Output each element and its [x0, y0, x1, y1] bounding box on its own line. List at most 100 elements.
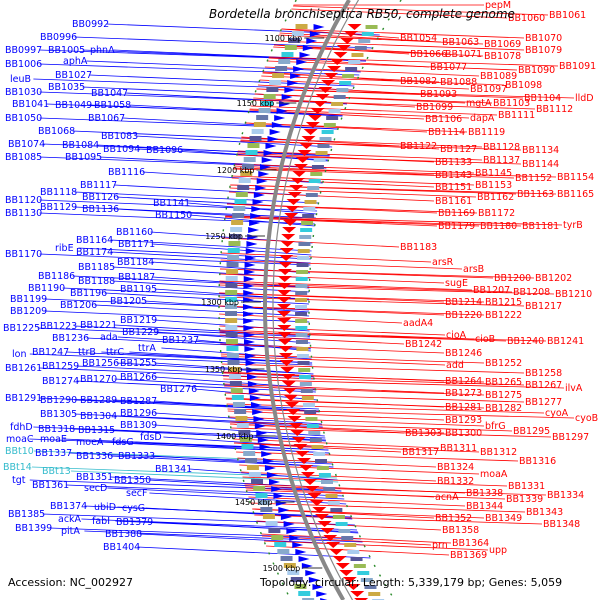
gene-label[interactable]: BB1334 [547, 490, 584, 501]
gene-label[interactable]: cysG [122, 503, 145, 514]
gene-label[interactable]: BB1082 [400, 76, 437, 87]
gene-label[interactable]: cioB [475, 334, 495, 345]
gene-label[interactable]: BB1169 [438, 208, 475, 219]
gene-label[interactable]: BB1311 [440, 443, 477, 454]
gene-label[interactable]: BB0992 [72, 19, 109, 30]
gene-label[interactable]: BB1246 [445, 348, 482, 359]
gene-label[interactable]: acnA [435, 492, 459, 503]
gene-label[interactable]: BB1093 [420, 89, 457, 100]
gene-label[interactable]: BB1095 [65, 152, 102, 163]
gene-label[interactable]: BB1112 [536, 104, 573, 115]
gene-label[interactable]: pepM [485, 0, 511, 11]
gene-label[interactable]: BB1206 [60, 300, 97, 311]
gene-label[interactable]: BB1332 [437, 476, 474, 487]
gene-label[interactable]: BB1186 [38, 271, 75, 282]
gene-label[interactable]: BB1199 [10, 294, 47, 305]
gene-label[interactable]: BB1162 [477, 192, 514, 203]
gene-label[interactable]: BB1050 [5, 113, 42, 124]
gene-label[interactable]: BB1312 [480, 447, 517, 458]
gene-label[interactable]: BB1291 [5, 393, 42, 404]
gene-label[interactable]: upp [489, 545, 507, 556]
gene-label[interactable]: BB1126 [82, 192, 119, 203]
gene-label[interactable]: BB1242 [405, 339, 442, 350]
gene-label[interactable]: BB1247 [32, 347, 69, 358]
gene-label[interactable]: fabI [92, 516, 110, 527]
gene-label[interactable]: BB1293 [445, 415, 482, 426]
gene-label[interactable]: BB1222 [485, 310, 522, 321]
gene-label[interactable]: BB1349 [485, 513, 522, 524]
gene-label[interactable]: BB1119 [468, 127, 505, 138]
gene-label[interactable]: mgtA [466, 98, 492, 109]
gene-label[interactable]: BB1047 [91, 88, 128, 99]
gene-label[interactable]: BB1259 [42, 361, 79, 372]
gene-label[interactable]: BB1281 [445, 402, 482, 413]
gene-label[interactable]: BB1255 [120, 358, 157, 369]
gene-label[interactable]: fdhD [10, 422, 33, 433]
gene-label[interactable]: bfrG [485, 421, 506, 432]
gene-label[interactable]: BB1190 [28, 283, 65, 294]
gene-label[interactable]: BB1171 [118, 239, 155, 250]
gene-label[interactable]: BB1070 [525, 33, 562, 44]
gene-label[interactable]: BB1351 [76, 472, 113, 483]
gene-label[interactable]: BB1127 [440, 144, 477, 155]
gene-label[interactable]: BBt13 [42, 466, 71, 477]
gene-label[interactable]: BB1097 [470, 84, 507, 95]
gene-label[interactable]: BB1185 [78, 262, 115, 273]
gene-label[interactable]: moaC [6, 434, 34, 445]
gene-label[interactable]: BB1350 [114, 475, 151, 486]
gene-label[interactable]: BB1170 [5, 249, 42, 260]
gene-label[interactable]: BB1179 [438, 221, 475, 232]
gene-label[interactable]: BB1068 [38, 126, 75, 137]
gene-label[interactable]: BB1276 [160, 384, 197, 395]
gene-label[interactable]: BB1058 [94, 100, 131, 111]
gene-label[interactable]: BB1337 [35, 448, 72, 459]
gene-label[interactable]: BB1399 [15, 523, 52, 534]
gene-label[interactable]: BB1196 [70, 288, 107, 299]
gene-label[interactable]: BB1141 [153, 198, 190, 209]
gene-label[interactable]: BB1404 [103, 542, 140, 553]
gene-label[interactable]: BB1267 [525, 380, 562, 391]
gene-label[interactable]: BB1258 [525, 368, 562, 379]
gene-label[interactable]: BB1290 [40, 395, 77, 406]
gene-label[interactable]: BB1084 [62, 140, 99, 151]
gene-label[interactable]: BB1134 [522, 145, 559, 156]
gene-label[interactable]: prn [432, 540, 448, 551]
gene-label[interactable]: BB1067 [88, 113, 125, 124]
gene-label[interactable]: BB1270 [80, 374, 117, 385]
gene-label[interactable]: BB1122 [400, 141, 437, 152]
gene-label[interactable]: BB1364 [452, 538, 489, 549]
gene-label[interactable]: BB1163 [517, 189, 554, 200]
gene-label[interactable]: BB1152 [515, 173, 552, 184]
gene-label[interactable]: BB1071 [445, 49, 482, 60]
gene-label[interactable]: BB1172 [478, 208, 515, 219]
gene-label[interactable]: BB1117 [80, 180, 117, 191]
gene-label[interactable]: BB1066 [410, 49, 447, 60]
gene-label[interactable]: BB1264 [445, 376, 482, 387]
gene-label[interactable]: leuB [10, 74, 31, 85]
gene-label[interactable]: BBt14 [3, 462, 32, 473]
gene-label[interactable]: BB1136 [82, 204, 119, 215]
gene-label[interactable]: BB1318 [38, 424, 75, 435]
gene-label[interactable]: BB1265 [485, 377, 522, 388]
gene-label[interactable]: ttrC [106, 347, 124, 358]
gene-label[interactable]: BB1074 [8, 139, 45, 150]
gene-label[interactable]: BB1079 [525, 45, 562, 56]
gene-label[interactable]: BB1027 [55, 70, 92, 81]
gene-label[interactable]: BB1078 [484, 51, 521, 62]
gene-label[interactable]: BB1388 [105, 529, 142, 540]
gene-label[interactable]: BB1369 [450, 550, 487, 561]
gene-label[interactable]: ribE [55, 243, 74, 254]
gene-label[interactable]: BB1085 [5, 152, 42, 163]
gene-label[interactable]: BB1379 [116, 517, 153, 528]
gene-label[interactable]: BB1049 [55, 100, 92, 111]
gene-label[interactable]: add [446, 360, 464, 371]
gene-label[interactable]: BB1089 [480, 71, 517, 82]
gene-label[interactable]: BB1237 [162, 335, 199, 346]
gene-label[interactable]: BB1225 [3, 323, 40, 334]
gene-label[interactable]: BB1096 [146, 145, 183, 156]
gene-label[interactable]: cioA [446, 330, 467, 341]
gene-label[interactable]: BB1188 [78, 276, 115, 287]
gene-label[interactable]: BB1116 [108, 167, 145, 178]
gene-label[interactable]: BB1181 [522, 221, 559, 232]
gene-label[interactable]: BB1282 [485, 403, 522, 414]
